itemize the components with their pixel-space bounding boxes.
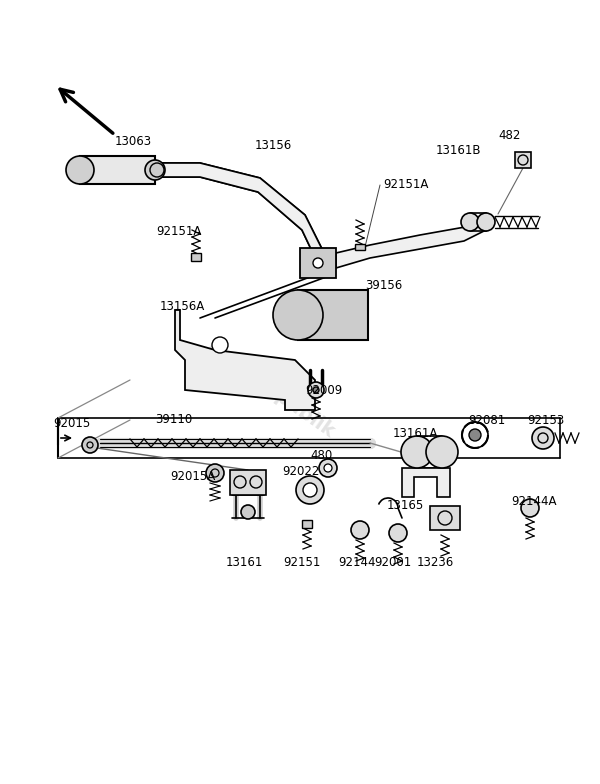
Circle shape	[206, 464, 224, 482]
Circle shape	[521, 499, 539, 517]
Bar	[300, 248, 336, 278]
Text: 39110: 39110	[155, 413, 192, 426]
Circle shape	[66, 156, 94, 184]
Circle shape	[303, 483, 317, 497]
Text: 480: 480	[310, 449, 332, 462]
Polygon shape	[336, 221, 492, 268]
Bar	[430, 506, 460, 530]
Polygon shape	[156, 163, 325, 268]
Polygon shape	[402, 468, 450, 497]
Circle shape	[82, 437, 98, 453]
Text: 92144: 92144	[338, 556, 376, 569]
Bar	[355, 244, 365, 250]
Text: 92022: 92022	[282, 465, 319, 478]
Circle shape	[308, 382, 324, 398]
Text: 92081: 92081	[468, 414, 505, 427]
Bar	[515, 152, 531, 168]
Text: 13236: 13236	[416, 556, 454, 569]
Text: 92015: 92015	[53, 417, 90, 430]
Text: 92001: 92001	[374, 556, 412, 569]
Circle shape	[313, 387, 319, 393]
Text: 92153: 92153	[527, 414, 564, 427]
Circle shape	[324, 464, 332, 472]
Text: PartsRepublik: PartsRepublik	[202, 338, 338, 441]
Text: 39156: 39156	[365, 279, 402, 292]
Text: 13161A: 13161A	[393, 427, 439, 440]
Circle shape	[401, 436, 433, 468]
Circle shape	[241, 505, 255, 519]
Circle shape	[150, 163, 164, 177]
Text: 92015A: 92015A	[170, 470, 215, 483]
Circle shape	[313, 258, 323, 268]
Bar	[230, 470, 266, 495]
Text: 92009: 92009	[305, 384, 342, 397]
Circle shape	[461, 213, 479, 231]
Circle shape	[212, 337, 228, 353]
Bar	[80, 156, 155, 184]
Circle shape	[469, 429, 481, 441]
Text: 92151: 92151	[283, 556, 320, 569]
Text: 92144A: 92144A	[511, 495, 557, 508]
Circle shape	[273, 290, 323, 340]
Text: 13156: 13156	[255, 139, 292, 152]
Circle shape	[319, 459, 337, 477]
Text: 482: 482	[498, 129, 520, 142]
Circle shape	[532, 427, 554, 449]
Circle shape	[477, 213, 495, 231]
Text: 13161B: 13161B	[436, 144, 482, 157]
Circle shape	[351, 521, 369, 539]
Circle shape	[296, 476, 324, 504]
Text: 92151A: 92151A	[383, 178, 428, 191]
Bar	[191, 253, 201, 261]
Bar	[298, 290, 368, 340]
Text: 13156A: 13156A	[160, 300, 205, 313]
Circle shape	[426, 436, 458, 468]
Text: 13165: 13165	[387, 499, 424, 512]
Text: 13063: 13063	[115, 135, 152, 148]
Circle shape	[389, 524, 407, 542]
Text: 13161: 13161	[226, 556, 263, 569]
Polygon shape	[175, 310, 315, 410]
Text: 92151A: 92151A	[156, 225, 202, 238]
Circle shape	[145, 160, 165, 180]
Bar	[302, 520, 312, 528]
